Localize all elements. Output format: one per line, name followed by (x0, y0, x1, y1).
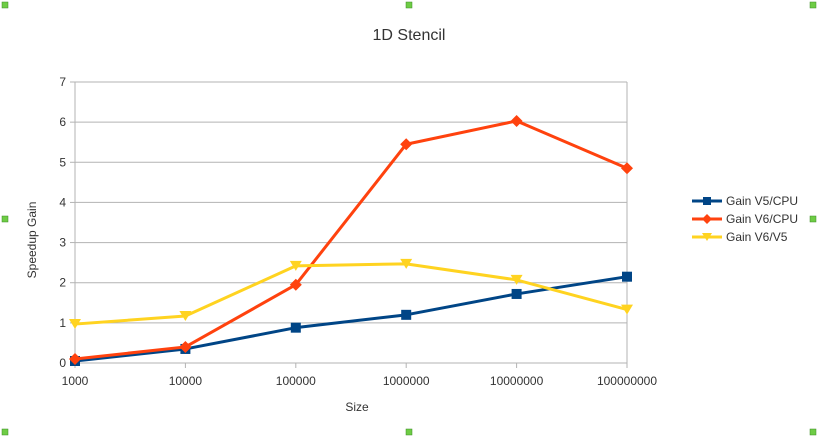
y-tick-label: 1 (59, 316, 66, 330)
data-point (621, 304, 633, 315)
data-point (400, 138, 413, 151)
resize-handle[interactable] (809, 215, 817, 223)
y-tick-label: 0 (59, 356, 66, 370)
data-point (179, 311, 192, 322)
data-point (622, 271, 632, 282)
legend-label: Gain V5/CPU (726, 194, 798, 208)
y-tick-label: 3 (59, 236, 66, 250)
series-lines (69, 114, 633, 366)
x-tick-label: 10000 (169, 374, 203, 388)
series-line (74, 275, 628, 363)
data-point (511, 288, 522, 299)
series-line (74, 262, 628, 326)
x-tick-label: 100000 (276, 374, 316, 388)
y-tick-label: 5 (59, 155, 66, 169)
legend-item[interactable]: Gain V6/CPU (692, 212, 798, 226)
data-point (179, 340, 192, 353)
resize-handle[interactable] (809, 428, 817, 436)
gridlines (70, 81, 628, 368)
resize-handle[interactable] (405, 1, 413, 9)
x-tick-label: 1000 (62, 374, 89, 388)
legend-label: Gain V6/CPU (726, 212, 798, 226)
data-point (510, 114, 523, 127)
x-tick-label: 1000000 (383, 374, 430, 388)
x-tick-label: 100000000 (597, 374, 657, 388)
data-point (400, 258, 413, 269)
resize-handle[interactable] (1, 215, 9, 223)
y-tick-label: 2 (59, 276, 66, 290)
y-tick-labels: 0 1 2 3 4 5 6 7 (59, 75, 66, 370)
data-point (702, 214, 712, 224)
y-tick-label: 6 (59, 115, 66, 129)
data-point (702, 233, 712, 241)
data-point (289, 260, 302, 271)
data-point (621, 162, 633, 175)
data-point (401, 309, 412, 320)
legend-item[interactable]: Gain V6/V5 (692, 230, 788, 244)
series-gain-v6-cpu (69, 114, 633, 365)
data-point (290, 322, 301, 333)
data-point (289, 278, 302, 291)
y-axis-title: Speedup Gain (25, 202, 39, 279)
resize-handle[interactable] (809, 1, 817, 9)
series-gain-v6-v5 (69, 258, 633, 330)
series-line (74, 119, 628, 361)
data-point (69, 319, 81, 330)
legend-label: Gain V6/V5 (726, 230, 788, 244)
chart-title: 1D Stencil (373, 27, 446, 44)
y-tick-label: 4 (59, 195, 66, 209)
data-point (510, 274, 523, 285)
y-tick-label: 7 (59, 75, 66, 89)
x-axis-title: Size (345, 400, 369, 414)
resize-handle[interactable] (1, 1, 9, 9)
x-tick-label: 10000000 (490, 374, 544, 388)
x-tick-labels: 1000 10000 100000 1000000 10000000 100000000 (62, 374, 658, 388)
data-point (69, 352, 81, 365)
data-point (703, 197, 711, 205)
resize-handle[interactable] (1, 428, 9, 436)
resize-handle[interactable] (405, 428, 413, 436)
legend-item[interactable]: Gain V5/CPU (692, 194, 798, 208)
legend[interactable]: Gain V5/CPU Gain V6/CPU Gain V6/V5 (692, 194, 798, 244)
